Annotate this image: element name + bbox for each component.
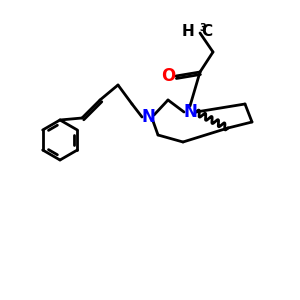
Text: C: C [201, 23, 212, 38]
Text: 3: 3 [199, 23, 206, 33]
Text: N: N [183, 103, 197, 121]
Text: H: H [181, 23, 194, 38]
Text: N: N [141, 108, 155, 126]
Text: O: O [161, 67, 175, 85]
